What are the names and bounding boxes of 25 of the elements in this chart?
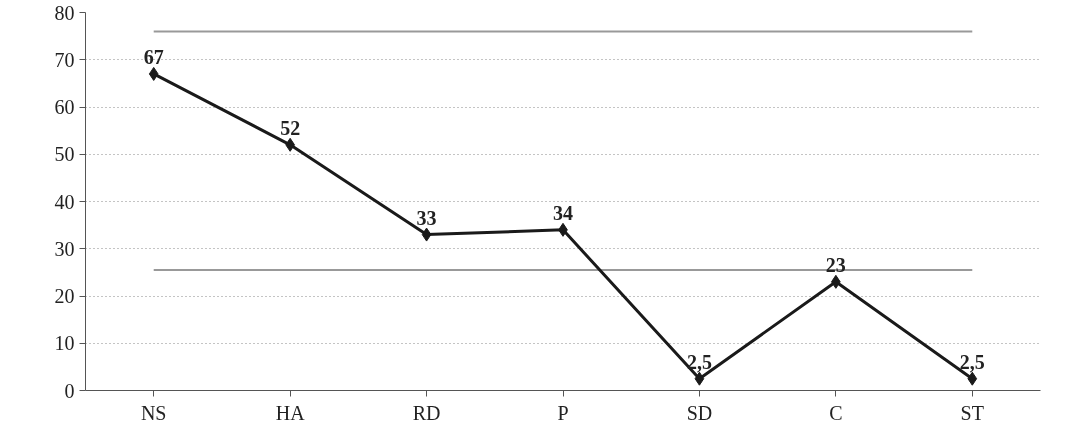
y-tick-label: 70: [54, 48, 75, 71]
x-tick-label: ST: [960, 401, 984, 424]
y-tick-label: 50: [54, 143, 75, 166]
y-tick-label: 20: [54, 285, 75, 307]
x-tick-label: RD: [412, 401, 441, 424]
y-tick-label: 30: [54, 237, 75, 260]
y-tick-label: 60: [54, 96, 75, 118]
data-label: 23: [825, 253, 846, 276]
x-tick-label: NS: [140, 401, 167, 424]
y-tick-label: 0: [64, 379, 75, 402]
x-tick-label: C: [829, 401, 843, 424]
y-tick-label: 40: [54, 190, 75, 213]
x-tick-label: SD: [686, 401, 713, 424]
data-label: 34: [553, 201, 573, 224]
point: [421, 227, 432, 242]
data-label: 2,5: [686, 350, 712, 373]
data-label: 67: [143, 45, 164, 68]
data-label: 33: [416, 206, 437, 229]
data-label: 2,5: [959, 350, 985, 373]
x-tick-label: P: [557, 401, 569, 424]
data-label: 52: [280, 116, 301, 139]
point: [148, 66, 159, 81]
x-tick-label: HA: [275, 401, 306, 424]
y-tick-label: 80: [54, 1, 75, 24]
y-tick-label: 10: [54, 332, 75, 355]
